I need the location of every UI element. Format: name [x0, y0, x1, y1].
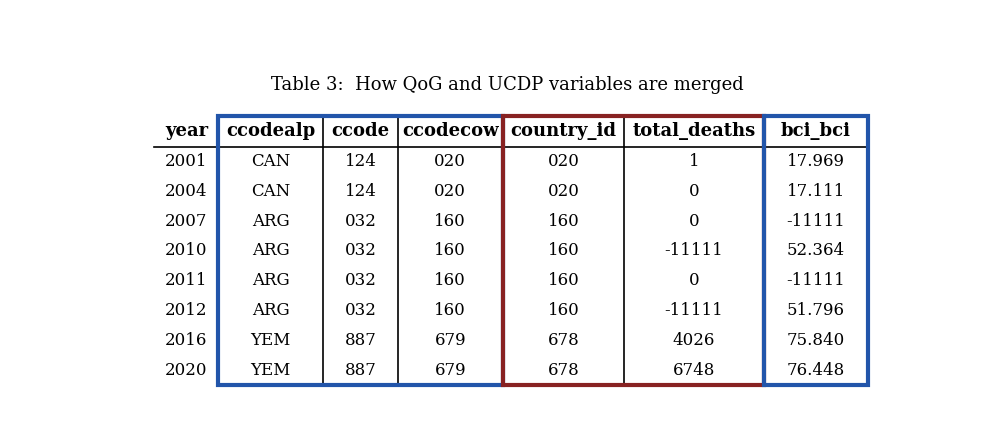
Text: 0: 0	[689, 272, 699, 289]
Text: 678: 678	[547, 332, 579, 349]
Text: 887: 887	[345, 362, 376, 379]
Text: 160: 160	[435, 272, 466, 289]
Bar	[503, 116, 763, 385]
Text: ccodecow: ccodecow	[402, 122, 499, 140]
Text: 52.364: 52.364	[787, 242, 844, 259]
Text: ARG: ARG	[251, 242, 289, 259]
Text: 160: 160	[435, 302, 466, 319]
Text: ARG: ARG	[251, 272, 289, 289]
Text: total_deaths: total_deaths	[633, 122, 755, 140]
Bar	[763, 116, 868, 385]
Text: 020: 020	[547, 183, 579, 200]
Text: 032: 032	[345, 302, 376, 319]
Text: 678: 678	[547, 362, 579, 379]
Text: 160: 160	[547, 242, 579, 259]
Bar	[218, 116, 503, 385]
Text: 160: 160	[435, 242, 466, 259]
Text: 2011: 2011	[165, 272, 208, 289]
Text: 0: 0	[689, 213, 699, 230]
Text: 020: 020	[435, 183, 466, 200]
Text: 2007: 2007	[165, 213, 208, 230]
Text: ARG: ARG	[251, 213, 289, 230]
Text: 032: 032	[345, 242, 376, 259]
Text: 2004: 2004	[165, 183, 208, 200]
Text: 032: 032	[345, 272, 376, 289]
Text: CAN: CAN	[250, 153, 290, 170]
Text: 160: 160	[547, 272, 579, 289]
Text: CAN: CAN	[250, 183, 290, 200]
Text: 2001: 2001	[165, 153, 208, 170]
Text: 124: 124	[345, 183, 376, 200]
Text: 032: 032	[345, 213, 376, 230]
Text: 1: 1	[689, 153, 699, 170]
Text: 4026: 4026	[673, 332, 715, 349]
Text: 2012: 2012	[165, 302, 208, 319]
Text: country_id: country_id	[511, 122, 617, 140]
Text: ccode: ccode	[332, 122, 389, 140]
Text: 75.840: 75.840	[787, 332, 844, 349]
Text: -11111: -11111	[664, 302, 724, 319]
Text: bci_bci: bci_bci	[781, 122, 850, 140]
Text: 160: 160	[547, 302, 579, 319]
Text: 6748: 6748	[673, 362, 715, 379]
Text: 2020: 2020	[165, 362, 208, 379]
Text: 17.969: 17.969	[787, 153, 844, 170]
Text: 124: 124	[345, 153, 376, 170]
Text: 160: 160	[435, 213, 466, 230]
Text: 887: 887	[345, 332, 376, 349]
Text: 2010: 2010	[165, 242, 208, 259]
Text: -11111: -11111	[786, 213, 845, 230]
Text: -11111: -11111	[664, 242, 724, 259]
Text: YEM: YEM	[250, 362, 291, 379]
Text: 76.448: 76.448	[787, 362, 844, 379]
Text: 17.111: 17.111	[787, 183, 844, 200]
Text: year: year	[164, 122, 208, 140]
Text: 51.796: 51.796	[787, 302, 844, 319]
Text: ccodealp: ccodealp	[226, 122, 315, 140]
Text: 679: 679	[435, 332, 466, 349]
Text: -11111: -11111	[786, 272, 845, 289]
Text: 020: 020	[435, 153, 466, 170]
Text: 679: 679	[435, 362, 466, 379]
Text: 020: 020	[547, 153, 579, 170]
Text: ARG: ARG	[251, 302, 289, 319]
Text: 2016: 2016	[165, 332, 208, 349]
Text: 0: 0	[689, 183, 699, 200]
Text: Table 3:  How QoG and UCDP variables are merged: Table 3: How QoG and UCDP variables are …	[271, 76, 743, 94]
Text: 160: 160	[547, 213, 579, 230]
Text: YEM: YEM	[250, 332, 291, 349]
